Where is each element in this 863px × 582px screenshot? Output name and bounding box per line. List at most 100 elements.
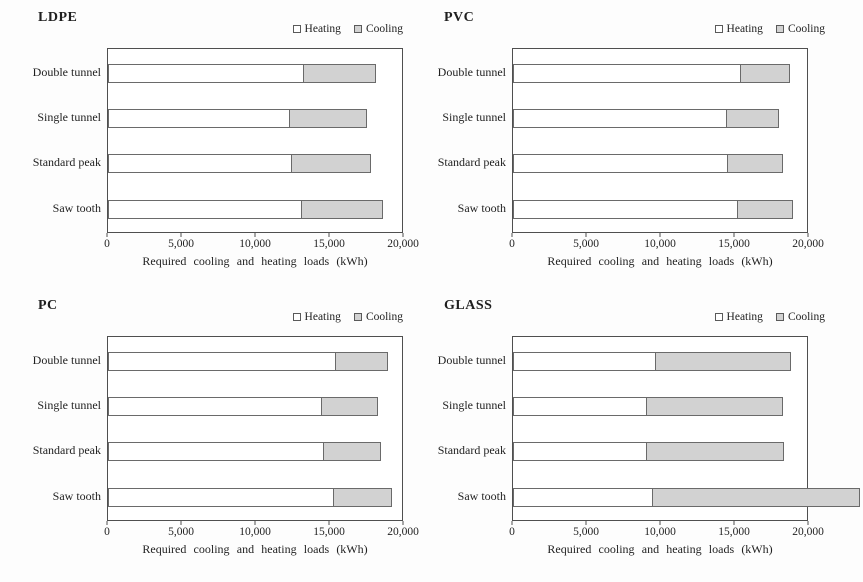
x-axis-title: Required cooling and heating loads (kWh) bbox=[142, 254, 368, 268]
legend-item-heating: Heating bbox=[714, 311, 763, 323]
category-axis: Double tunnel Single tunnel Standard peak S… bbox=[432, 48, 506, 233]
bar-row-saw-tooth bbox=[513, 200, 807, 219]
heating-bar-segment bbox=[513, 397, 647, 416]
legend-label-heating: Heating bbox=[726, 311, 763, 323]
cooling-bar-segment bbox=[291, 154, 371, 173]
x-tick-mark bbox=[254, 521, 256, 525]
plot-area bbox=[107, 336, 403, 521]
legend: Heating Cooling bbox=[714, 23, 825, 35]
cooling-bar-segment bbox=[645, 442, 784, 461]
x-axis-tick-labels: 0 5,000 10,000 15,000 20,000 bbox=[104, 526, 419, 539]
bar-row-standard-peak bbox=[513, 442, 807, 461]
category-label: Standard peak bbox=[437, 155, 506, 169]
cooling-bar-segment bbox=[320, 397, 379, 416]
chart-title: PC bbox=[38, 298, 58, 313]
legend-item-cooling: Cooling bbox=[775, 23, 825, 35]
chart-title: LDPE bbox=[38, 10, 78, 25]
x-tick-label: 0 bbox=[509, 238, 515, 250]
chart-pc: PC Heating Cooling Double tunnel Single t… bbox=[0, 288, 431, 578]
chart-glass: GLASS Heating Cooling Double tunnel Singl… bbox=[432, 288, 863, 578]
x-axis-title: Required cooling and heating loads (kWh) bbox=[547, 542, 773, 556]
heating-bar-segment bbox=[108, 352, 336, 371]
legend-item-cooling: Cooling bbox=[353, 23, 403, 35]
legend: Heating Cooling bbox=[714, 311, 825, 323]
heating-bar-segment bbox=[108, 397, 322, 416]
heating-bar-segment bbox=[513, 200, 738, 219]
x-tick-mark bbox=[733, 233, 735, 237]
category-label: Double tunnel bbox=[32, 65, 101, 79]
cooling-bar-segment bbox=[727, 154, 784, 173]
bar-row-double-tunnel bbox=[513, 64, 807, 83]
cooling-bar-segment bbox=[289, 109, 368, 128]
heating-bar-segment bbox=[513, 109, 727, 128]
x-tick-mark bbox=[106, 233, 108, 237]
x-axis-ticks bbox=[106, 233, 404, 238]
category-label: Single tunnel bbox=[37, 398, 101, 412]
x-tick-mark bbox=[585, 233, 587, 237]
heating-bar-segment bbox=[513, 154, 729, 173]
x-tick-label: 15,000 bbox=[718, 526, 750, 538]
x-tick-mark bbox=[659, 233, 661, 237]
cooling-bar-segment bbox=[725, 109, 779, 128]
x-tick-mark bbox=[807, 233, 809, 237]
heating-swatch-icon bbox=[292, 313, 301, 321]
legend: Heating Cooling bbox=[292, 311, 403, 323]
heating-swatch-icon bbox=[292, 25, 301, 33]
bar-row-single-tunnel bbox=[513, 397, 807, 416]
legend-item-cooling: Cooling bbox=[775, 311, 825, 323]
heating-bar-segment bbox=[108, 442, 325, 461]
x-tick-mark bbox=[180, 233, 182, 237]
legend-item-heating: Heating bbox=[714, 23, 763, 35]
x-tick-label: 20,000 bbox=[792, 238, 824, 250]
category-label: Single tunnel bbox=[37, 110, 101, 124]
x-axis-tick-labels: 0 5,000 10,000 15,000 20,000 bbox=[509, 526, 824, 539]
x-axis-ticks bbox=[511, 233, 809, 238]
heating-bar-segment bbox=[513, 442, 647, 461]
category-label: Standard peak bbox=[32, 155, 101, 169]
x-tick-label: 0 bbox=[104, 526, 110, 538]
x-axis-tick-labels: 0 5,000 10,000 15,000 20,000 bbox=[509, 238, 824, 251]
cooling-bar-segment bbox=[323, 442, 382, 461]
x-tick-label: 5,000 bbox=[573, 238, 599, 250]
heating-bar-segment bbox=[108, 200, 303, 219]
cooling-bar-segment bbox=[334, 352, 388, 371]
x-tick-mark bbox=[585, 521, 587, 525]
legend: Heating Cooling bbox=[292, 23, 403, 35]
category-axis: Double tunnel Single tunnel Standard peak S… bbox=[0, 48, 101, 233]
heating-bar-segment bbox=[108, 154, 293, 173]
cooling-swatch-icon bbox=[775, 313, 784, 321]
x-tick-label: 10,000 bbox=[644, 526, 676, 538]
cooling-bar-segment bbox=[651, 488, 861, 507]
chart-title: GLASS bbox=[444, 298, 493, 313]
x-axis-ticks bbox=[106, 521, 404, 526]
x-tick-mark bbox=[511, 521, 513, 525]
x-tick-mark bbox=[180, 521, 182, 525]
x-axis-title: Required cooling and heating loads (kWh) bbox=[547, 254, 773, 268]
category-label: Double tunnel bbox=[437, 65, 506, 79]
x-tick-label: 0 bbox=[509, 526, 515, 538]
bar-row-saw-tooth bbox=[108, 488, 402, 507]
category-label: Saw tooth bbox=[457, 201, 506, 215]
heating-swatch-icon bbox=[714, 313, 723, 321]
cooling-swatch-icon bbox=[353, 313, 362, 321]
category-label: Standard peak bbox=[32, 443, 101, 457]
x-tick-label: 10,000 bbox=[239, 526, 271, 538]
plot-area bbox=[512, 48, 808, 233]
x-tick-label: 15,000 bbox=[313, 526, 345, 538]
category-label: Double tunnel bbox=[32, 353, 101, 367]
x-tick-label: 20,000 bbox=[387, 526, 419, 538]
x-axis-tick-labels: 0 5,000 10,000 15,000 20,000 bbox=[104, 238, 419, 251]
cooling-swatch-icon bbox=[775, 25, 784, 33]
x-tick-label: 5,000 bbox=[573, 526, 599, 538]
bar-row-double-tunnel bbox=[108, 352, 402, 371]
legend-label-cooling: Cooling bbox=[365, 311, 403, 323]
x-tick-mark bbox=[328, 521, 330, 525]
category-label: Saw tooth bbox=[52, 489, 101, 503]
x-tick-label: 20,000 bbox=[387, 238, 419, 250]
legend-label-cooling: Cooling bbox=[787, 23, 825, 35]
heating-bar-segment bbox=[513, 64, 741, 83]
x-tick-mark bbox=[402, 521, 404, 525]
category-label: Single tunnel bbox=[442, 398, 506, 412]
x-tick-label: 10,000 bbox=[239, 238, 271, 250]
